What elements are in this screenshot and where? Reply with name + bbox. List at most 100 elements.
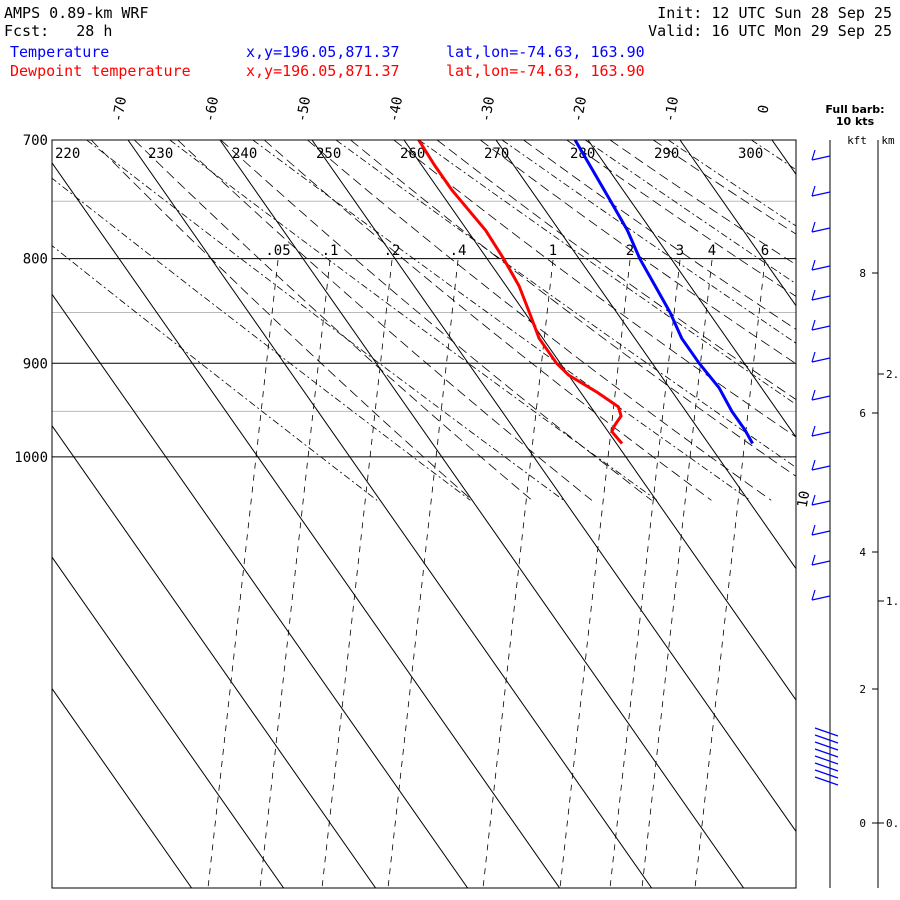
dry-adiabat-line xyxy=(335,140,796,468)
moist-adiabat-line xyxy=(480,140,796,365)
temperature-tick-label: -10 xyxy=(662,95,682,123)
dewpoint-line xyxy=(417,140,624,445)
km-tick-label: 1. xyxy=(886,595,899,608)
kft-tick-label: 2 xyxy=(859,683,866,696)
mixing-ratio-line xyxy=(259,259,331,888)
wind-barb xyxy=(814,769,839,779)
isotherm-line xyxy=(587,140,796,439)
forecast-hour: Fcst: 28 h xyxy=(4,22,113,40)
temperature-tick-label: -70 xyxy=(110,95,130,123)
theta-label: 260 xyxy=(400,146,425,162)
wind-barb xyxy=(814,762,839,772)
moist-adiabat-line xyxy=(523,140,796,330)
wind-barb-flag xyxy=(811,554,816,566)
isotherm-line xyxy=(495,140,796,570)
isotherm-line xyxy=(771,140,796,176)
dry-adiabat-line xyxy=(418,140,796,405)
theta-label: 230 xyxy=(148,146,173,162)
temperature-tick-label: -20 xyxy=(570,95,590,123)
wind-barb-flag xyxy=(811,351,816,363)
right-panel: Full barb:10 kts kft km 8 6 4 2 0 2. 1. 0. xyxy=(811,103,899,888)
moist-adiabat-line xyxy=(134,140,533,501)
mixing-ratio-label: 1 xyxy=(549,243,557,259)
dry-adiabat-line xyxy=(252,140,751,501)
theta-label: 300 xyxy=(738,146,763,162)
wind-barb xyxy=(811,395,831,401)
dry-adiabat-line xyxy=(834,140,900,500)
wind-barb xyxy=(814,727,839,737)
pressure-tick-label: 900 xyxy=(23,356,48,372)
legend-temperature-name: Temperature xyxy=(10,43,110,61)
mixing-ratio-line xyxy=(609,259,681,888)
isotherm-line xyxy=(52,293,469,888)
mixing-ratio-label: .1 xyxy=(322,243,339,259)
kft-tick-label: 0 xyxy=(859,817,866,830)
dry-adiabat-line xyxy=(584,140,796,285)
kft-label: kft xyxy=(847,134,867,147)
wind-barb xyxy=(811,325,831,331)
wind-barb xyxy=(814,734,839,744)
wind-barb-flag xyxy=(811,289,816,301)
dry-adiabat-line xyxy=(52,177,471,501)
temperature-tick-label: -60 xyxy=(202,95,222,123)
moist-adiabat-line xyxy=(350,140,796,477)
legend-dewpoint-xy: x,y=196.05,871.37 xyxy=(246,62,400,80)
isotherm-line xyxy=(127,140,653,888)
wind-barb xyxy=(811,191,831,197)
kft-tick-label: 8 xyxy=(859,267,866,280)
moist-adiabat-line xyxy=(436,140,796,400)
valid-time: Valid: 16 UTC Mon 29 Sep 25 xyxy=(648,22,892,40)
theta-label: 250 xyxy=(316,146,341,162)
wind-barb-flag xyxy=(811,589,816,601)
mixing-ratio-line xyxy=(694,259,766,888)
wind-barb xyxy=(811,265,831,271)
legend-dewpoint-latlon: lat,lon=-74.63, 163.90 xyxy=(446,62,645,80)
temperature-tick-label: -30 xyxy=(478,95,498,123)
mixing-ratio-label: .4 xyxy=(450,243,467,259)
side-label: 10 xyxy=(795,490,814,509)
mixing-ratio-label: .2 xyxy=(384,243,401,259)
wind-barb xyxy=(811,227,831,233)
wind-barb-flag xyxy=(811,319,816,331)
isotherm-line xyxy=(403,140,796,701)
moist-adiabat-line xyxy=(263,140,712,501)
wind-barb xyxy=(811,595,831,601)
isotherm-line xyxy=(52,556,285,888)
plot-frame xyxy=(51,139,797,889)
moist-adiabat-line xyxy=(220,140,652,501)
wind-barb xyxy=(811,465,831,471)
mixing-ratio-line xyxy=(321,259,393,888)
wind-barb-flag xyxy=(811,185,816,197)
isotherm-line xyxy=(219,140,745,888)
isotherm-line xyxy=(311,140,796,833)
wind-barb-flag xyxy=(811,459,816,471)
temperature-tick-label: -40 xyxy=(386,95,406,123)
wind-barb-flag xyxy=(811,425,816,437)
moist-adiabat-line xyxy=(609,140,796,266)
km-label: km xyxy=(881,134,895,147)
wind-barb xyxy=(811,357,831,363)
isotherm-line xyxy=(864,140,900,888)
wind-barb xyxy=(814,755,839,765)
pressure-tick-label: 700 xyxy=(23,133,48,149)
wind-barb-flag xyxy=(811,259,816,271)
legend-temperature-xy: x,y=196.05,871.37 xyxy=(246,43,400,61)
wind-barb-flag xyxy=(811,524,816,536)
pressure-tick-label: 800 xyxy=(23,252,48,268)
legend-dewpoint-name: Dewpoint temperature xyxy=(10,62,191,80)
km-tick-label: 0. xyxy=(886,817,899,830)
barb-legend-line1: Full barb: xyxy=(825,103,884,116)
moist-adiabat-line xyxy=(653,140,796,235)
temperature-line xyxy=(573,140,754,445)
wind-barb xyxy=(811,431,831,437)
mixing-ratio-label: 4 xyxy=(708,243,716,259)
moist-adiabat-line xyxy=(566,140,796,297)
kft-tick-label: 4 xyxy=(859,546,866,559)
wind-barb xyxy=(814,776,839,786)
wind-barb-flag xyxy=(811,221,816,233)
wind-barb-flag xyxy=(811,149,816,161)
mixing-ratio-label: 3 xyxy=(676,243,684,259)
model-title: AMPS 0.89-km WRF xyxy=(4,4,149,22)
